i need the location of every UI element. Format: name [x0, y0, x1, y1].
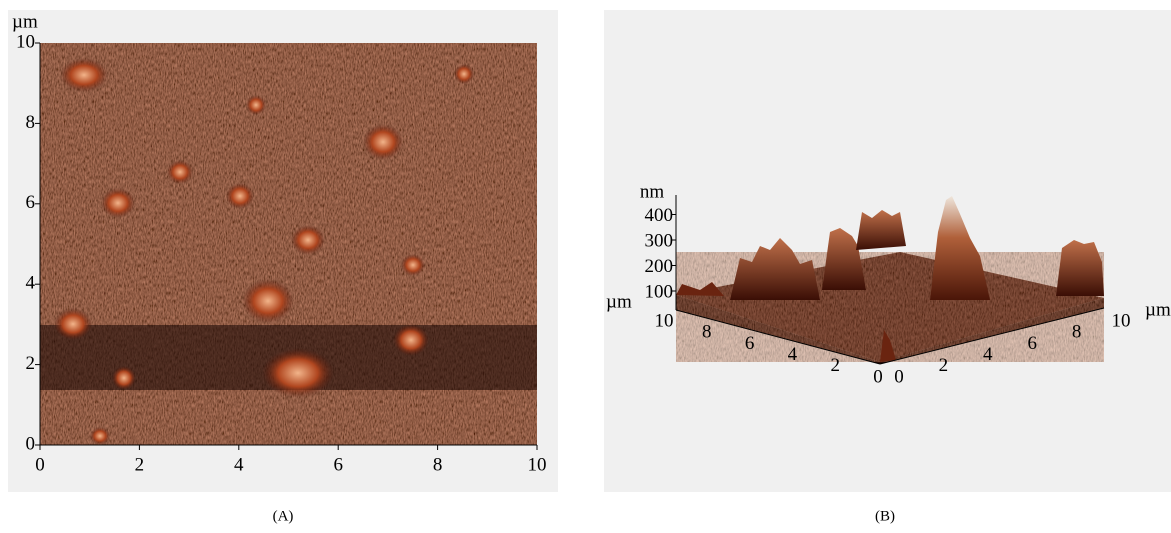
z-tick-label: 300: [645, 230, 674, 251]
x-tick-label: 10: [528, 454, 547, 475]
z-unit-label: nm: [640, 181, 665, 202]
x-tick-label: 2: [135, 454, 145, 475]
axes-a: [39, 43, 537, 446]
right-tick-label: 6: [1027, 333, 1037, 354]
z-tick-label: 200: [645, 256, 674, 277]
right-tick-label: 4: [983, 344, 993, 365]
surface-edge: [676, 295, 1104, 364]
left-tick-label: 2: [830, 355, 840, 376]
surface-peaks: [676, 196, 1104, 362]
left-tick-label: 0: [873, 366, 883, 387]
right-tick-label: 2: [939, 355, 949, 376]
left-tick-label: 6: [745, 333, 755, 354]
x-tick-label: 6: [333, 454, 343, 475]
x-tick-label: 0: [35, 454, 45, 475]
y-tick-label: 8: [26, 112, 36, 133]
caption: (A): [273, 508, 294, 524]
left-unit-label: µm: [606, 291, 632, 312]
x-tick-label: 8: [433, 454, 443, 475]
right-tick-label: 8: [1072, 322, 1082, 343]
y-tick-label: 2: [26, 353, 36, 374]
left-tick-label: 8: [702, 322, 712, 343]
y-tick-label: 4: [26, 273, 36, 294]
y-tick-label: 10: [16, 31, 35, 52]
y-tick-label: 0: [26, 433, 36, 454]
left-tick-label: 10: [655, 310, 674, 331]
z-tick-label: 400: [645, 205, 674, 226]
right-unit-label: µm: [1145, 299, 1171, 320]
y-tick-label: 6: [26, 192, 36, 213]
unit-label: µm: [12, 11, 38, 32]
right-tick-label: 10: [1112, 310, 1131, 331]
left-tick-label: 4: [788, 344, 798, 365]
z-tick-label: 100: [645, 281, 674, 302]
caption: (B): [875, 508, 895, 524]
right-tick-label: 0: [894, 366, 904, 387]
x-tick-label: 4: [234, 454, 244, 475]
afm-features: [54, 58, 474, 445]
